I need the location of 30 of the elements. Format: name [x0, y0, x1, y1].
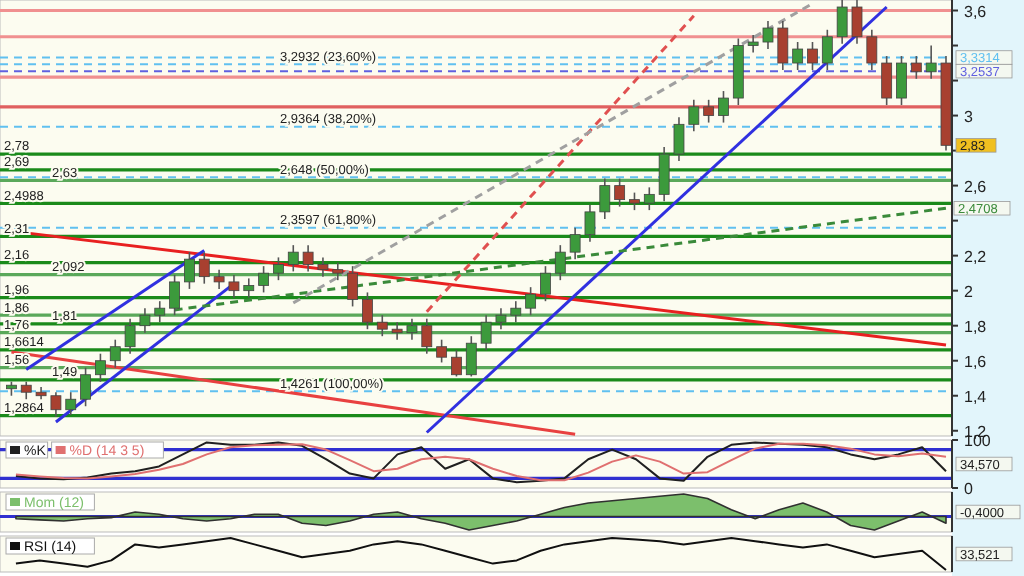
y-tick-label: 1,8 [964, 317, 988, 336]
y-tick-label: 1,4 [964, 387, 988, 406]
y-tick-label: 1,6 [964, 352, 988, 371]
candlestick [881, 55, 893, 106]
candlestick [821, 28, 833, 71]
candlestick [95, 352, 106, 383]
candlestick [258, 265, 270, 294]
candlestick [540, 265, 551, 302]
y-tick-label: 2,2 [964, 247, 988, 266]
candlestick [80, 366, 91, 408]
y-tick-label: 0 [964, 480, 974, 498]
y-tick-label: 3,6 [964, 2, 988, 21]
candlestick [169, 274, 180, 316]
candlestick [703, 99, 715, 124]
candlestick [910, 55, 922, 80]
candlestick [347, 265, 359, 308]
candlestick [184, 251, 195, 290]
candlestick [792, 41, 804, 71]
candlestick [807, 41, 818, 71]
y-tick-label: 2,6 [964, 177, 988, 196]
candlestick [451, 349, 462, 378]
y-tick-label: 3 [964, 107, 974, 126]
candlestick [614, 177, 626, 208]
candlestick [525, 286, 537, 316]
candlestick [436, 338, 448, 364]
candlestick [362, 291, 373, 330]
y-tick-label: 2 [964, 282, 974, 301]
candlestick [273, 256, 284, 281]
candlestick [896, 55, 907, 106]
candlestick [718, 90, 729, 124]
